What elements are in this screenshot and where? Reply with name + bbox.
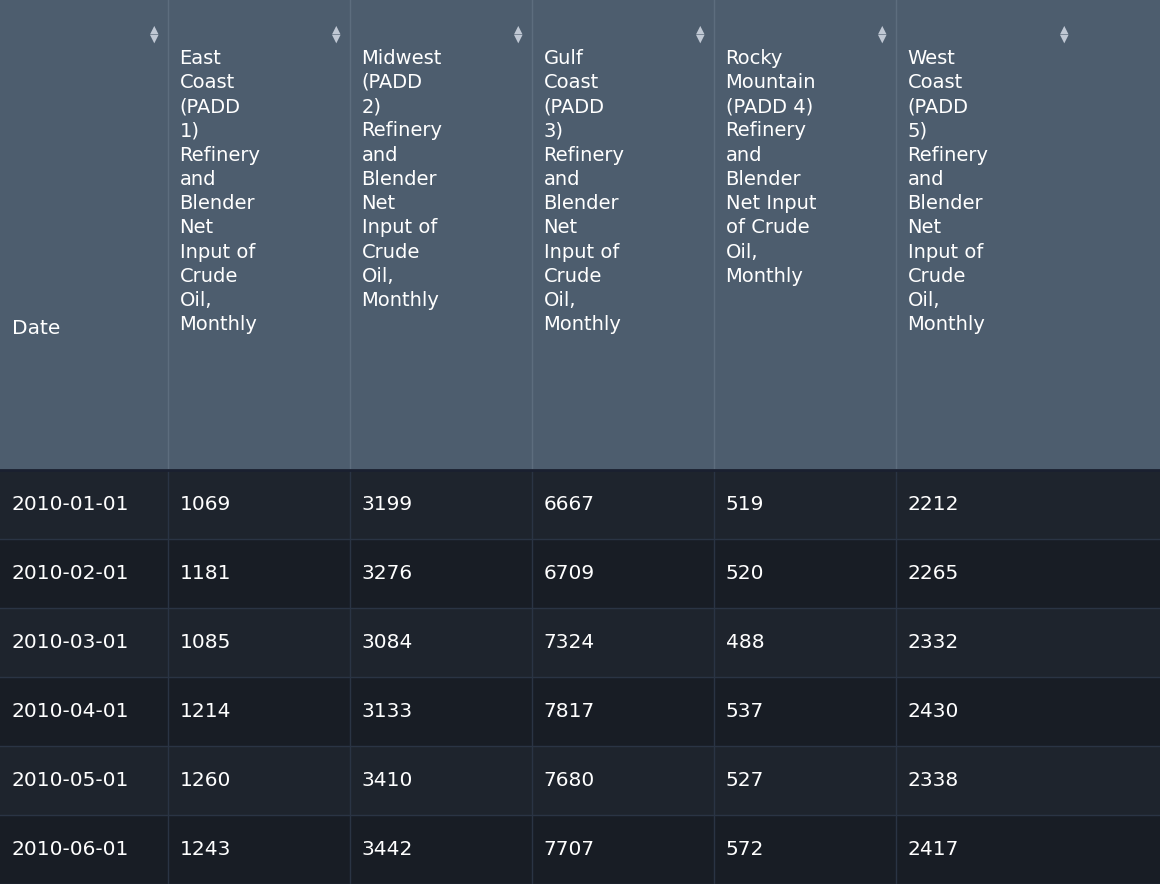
Text: ▲
▼: ▲ ▼ [1060, 25, 1068, 43]
Text: ▲
▼: ▲ ▼ [878, 25, 886, 43]
Text: 2417: 2417 [907, 840, 959, 859]
Text: 2010-03-01: 2010-03-01 [12, 633, 129, 652]
Text: 2010-02-01: 2010-02-01 [12, 564, 129, 583]
Bar [0, 608, 1160, 677]
Text: 3133: 3133 [362, 702, 413, 721]
Text: 2010-06-01: 2010-06-01 [12, 840, 129, 859]
Text: East
Coast
(PADD
1)
Refinery
and
Blender
Net
Input of
Crude
Oil,
Monthly: East Coast (PADD 1) Refinery and Blender… [180, 49, 261, 334]
Text: 3410: 3410 [362, 771, 413, 790]
Text: 1260: 1260 [180, 771, 231, 790]
Text: 2010-01-01: 2010-01-01 [12, 495, 129, 514]
Text: 7680: 7680 [544, 771, 595, 790]
Text: Date: Date [12, 319, 60, 339]
Text: 1085: 1085 [180, 633, 231, 652]
Text: 7817: 7817 [544, 702, 595, 721]
Text: 7324: 7324 [544, 633, 595, 652]
Text: 1214: 1214 [180, 702, 231, 721]
Text: 7707: 7707 [544, 840, 595, 859]
Bar [0, 746, 1160, 815]
Text: 3276: 3276 [362, 564, 413, 583]
Text: 1243: 1243 [180, 840, 231, 859]
Bar [0, 0, 1160, 470]
Text: 2338: 2338 [907, 771, 959, 790]
Text: West
Coast
(PADD
5)
Refinery
and
Blender
Net
Input of
Crude
Oil,
Monthly: West Coast (PADD 5) Refinery and Blender… [907, 49, 988, 334]
Text: 519: 519 [726, 495, 764, 514]
Text: 2430: 2430 [907, 702, 959, 721]
Text: ▲
▼: ▲ ▼ [332, 25, 341, 43]
Bar [0, 470, 1160, 539]
Text: 6667: 6667 [544, 495, 595, 514]
Text: 1181: 1181 [180, 564, 231, 583]
Text: 2265: 2265 [907, 564, 959, 583]
Text: 2212: 2212 [907, 495, 959, 514]
Text: 3199: 3199 [362, 495, 413, 514]
Text: Rocky
Mountain
(PADD 4)
Refinery
and
Blender
Net Input
of Crude
Oil,
Monthly: Rocky Mountain (PADD 4) Refinery and Ble… [726, 49, 817, 286]
Text: 527: 527 [726, 771, 764, 790]
Text: ▲
▼: ▲ ▼ [151, 25, 159, 43]
Text: 2010-05-01: 2010-05-01 [12, 771, 129, 790]
Bar [0, 815, 1160, 884]
Bar [0, 539, 1160, 608]
Text: 520: 520 [726, 564, 764, 583]
Text: 572: 572 [726, 840, 764, 859]
Bar [0, 677, 1160, 746]
Text: ▲
▼: ▲ ▼ [514, 25, 523, 43]
Text: 488: 488 [726, 633, 764, 652]
Text: 6709: 6709 [544, 564, 595, 583]
Text: 1069: 1069 [180, 495, 231, 514]
Text: Gulf
Coast
(PADD
3)
Refinery
and
Blender
Net
Input of
Crude
Oil,
Monthly: Gulf Coast (PADD 3) Refinery and Blender… [544, 49, 624, 334]
Text: 3084: 3084 [362, 633, 413, 652]
Text: 537: 537 [726, 702, 763, 721]
Text: 3442: 3442 [362, 840, 413, 859]
Text: Midwest
(PADD
2)
Refinery
and
Blender
Net
Input of
Crude
Oil,
Monthly: Midwest (PADD 2) Refinery and Blender Ne… [362, 49, 443, 310]
Text: 2332: 2332 [907, 633, 959, 652]
Text: ▲
▼: ▲ ▼ [696, 25, 705, 43]
Text: 2010-04-01: 2010-04-01 [12, 702, 129, 721]
